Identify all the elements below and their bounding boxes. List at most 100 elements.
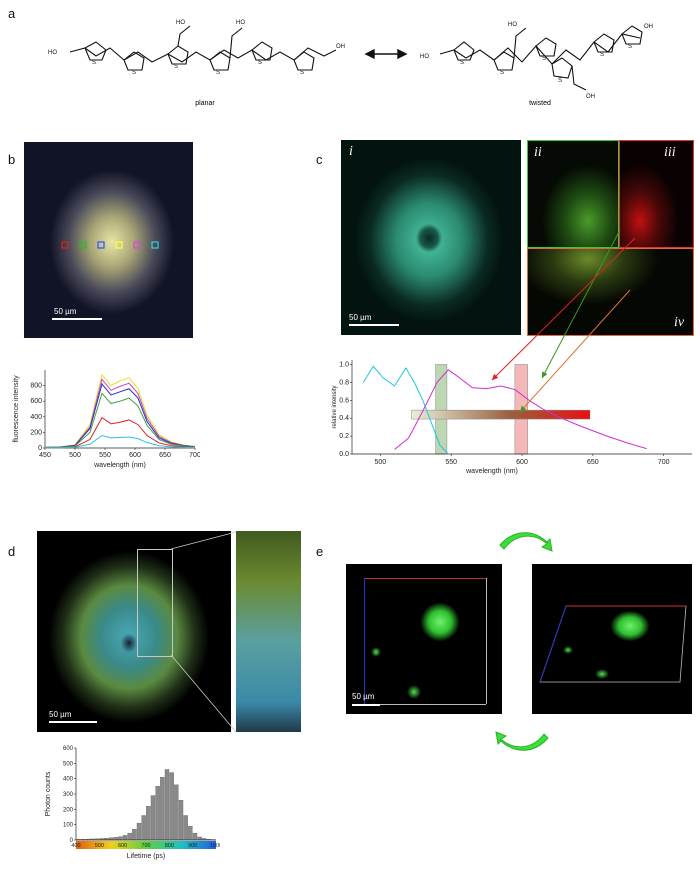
arrow-orange	[519, 289, 631, 413]
histogram-bar	[141, 815, 146, 841]
scale-bar-label: 50 µm	[352, 692, 375, 701]
micrograph-d-zoom	[236, 531, 301, 732]
y-tick-label: 300	[63, 792, 74, 798]
atom-label: S	[300, 70, 304, 76]
histogram-bar	[169, 772, 174, 841]
series-line	[44, 392, 196, 449]
y-tick-label: 0.8	[339, 379, 349, 386]
histogram-bar	[155, 786, 160, 841]
y-tick-label: 0.0	[339, 451, 349, 458]
y-tick-label: 100	[63, 823, 74, 829]
histogram-bar	[118, 836, 123, 841]
y-tick-label: 800	[30, 383, 42, 390]
roi-box	[151, 241, 159, 249]
arrow-red	[491, 237, 636, 381]
atom-label: HO	[48, 50, 57, 56]
scale-bar	[352, 704, 380, 706]
correlation-arrows	[491, 229, 636, 413]
y-tick-label: 0.2	[339, 433, 349, 440]
micrograph-d: 50 µm	[37, 531, 231, 732]
roi-boxes	[61, 241, 159, 249]
3d-view-front: 50 µm	[346, 564, 502, 714]
histogram-bar	[146, 806, 151, 841]
histogram-bar	[160, 776, 165, 841]
histogram-bar	[122, 835, 128, 841]
y-tick-label: 200	[30, 429, 42, 436]
atom-label: S	[600, 52, 604, 58]
atom-label: HO	[420, 54, 429, 60]
lifetime-histogram: 0 100 200 300 400 500 600 400 500 600 700 800 900 100…	[45, 746, 220, 860]
x-tick-label: 600	[118, 843, 127, 849]
micrograph-c-iii: iii	[619, 140, 694, 248]
atom-label: HO	[176, 20, 185, 26]
y-tick-label: 1.0	[339, 361, 349, 368]
histogram-bar	[132, 829, 137, 841]
atom-label: S	[628, 44, 632, 50]
histogram-bar	[192, 832, 198, 841]
panel-label-d: d	[8, 544, 16, 559]
histogram-bar	[183, 815, 188, 841]
roi-box	[115, 241, 123, 249]
roi-box	[133, 241, 141, 249]
micrograph-c-i: i 50 µm	[341, 140, 521, 335]
twisted-structure	[439, 25, 643, 91]
atom-label: S	[500, 70, 504, 76]
micrograph-b: 50 µm	[24, 142, 193, 338]
micrograph-c-ii: ii	[527, 140, 619, 248]
resonance-arrow	[364, 48, 408, 60]
histogram-bar	[150, 795, 156, 841]
atom-label: S	[258, 60, 262, 66]
arrow-green	[541, 229, 621, 379]
histogram-bar	[113, 837, 118, 841]
y-tick-label: 0	[38, 445, 42, 452]
atom-label: S	[542, 56, 546, 62]
x-axis-label: wavelength (nm)	[465, 468, 518, 475]
y-tick-label: 600	[30, 398, 42, 405]
x-tick-label: 550	[99, 452, 111, 459]
series-line	[44, 382, 196, 448]
scale-bar-label: 50 µm	[54, 307, 77, 316]
series-line	[44, 434, 196, 449]
y-tick-label: 500	[63, 761, 74, 767]
x-tick-label: 650	[159, 452, 171, 459]
x-axis-label: Lifetime (ps)	[127, 853, 166, 860]
atom-label: HO	[508, 22, 517, 28]
rotate-arrow-bottom	[495, 731, 549, 751]
histogram-bar	[164, 769, 170, 841]
histogram-bar	[127, 832, 132, 841]
roi-box	[79, 241, 87, 249]
series-line	[44, 416, 196, 449]
x-tick-label: 400	[71, 843, 80, 849]
x-tick-label: 900	[188, 843, 197, 849]
planar-caption: planar	[195, 100, 215, 107]
subpanel-label-iv: iv	[674, 315, 685, 330]
y-tick-label: 400	[30, 414, 42, 421]
zoom-box	[137, 549, 173, 657]
chemical-structures: HO S S S S S S HO HO OH planar HO S S S …	[48, 20, 653, 107]
x-tick-label: 500	[374, 459, 386, 466]
atom-label: OH	[336, 44, 345, 50]
subpanel-label-iii: iii	[664, 145, 676, 160]
roi-box	[97, 241, 105, 249]
y-tick-label: 400	[63, 777, 74, 783]
y-tick-label: 0.4	[339, 415, 349, 422]
x-tick-label: 500	[95, 843, 104, 849]
lifetime-colorbar	[76, 841, 216, 849]
atom-label: OH	[644, 24, 653, 30]
atom-label: OH	[586, 94, 595, 100]
y-axis-label: fluorescence intensity	[13, 375, 20, 443]
x-tick-label: 1000	[210, 843, 220, 849]
spectrum-chart-b: 450 500 550 600 650 700 0 200 400 600 800 wavelengt…	[13, 370, 200, 469]
planar-structure	[69, 25, 337, 71]
y-tick-label: 0	[70, 838, 74, 844]
atom-label: HO	[236, 20, 245, 26]
histogram-bar	[178, 799, 184, 841]
scale-bar	[349, 324, 399, 326]
histogram-bar	[136, 822, 142, 841]
scale-bar	[52, 318, 102, 320]
y-axis-label: Photon counts	[45, 771, 52, 816]
panel-label-c: c	[316, 152, 323, 167]
scale-bar-label: 50 µm	[349, 313, 372, 322]
series-line	[394, 369, 647, 450]
atom-label: S	[460, 60, 464, 66]
